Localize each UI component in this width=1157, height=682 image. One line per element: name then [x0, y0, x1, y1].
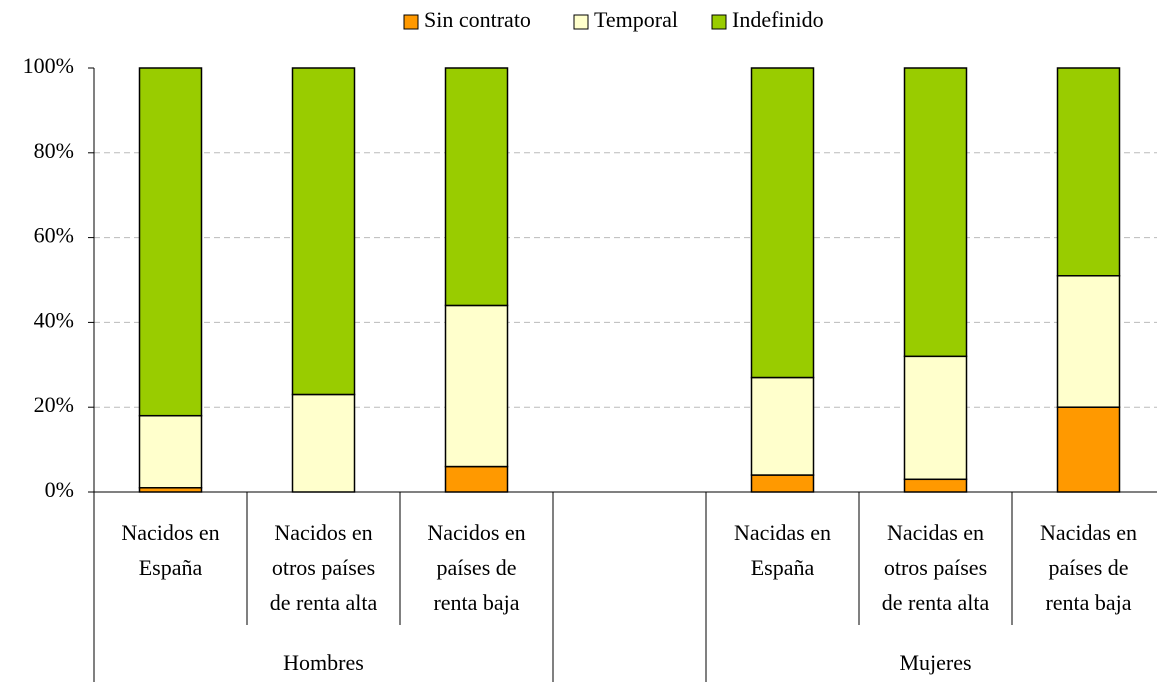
bar-segment [750, 474, 815, 493]
x-tick-label: Nacidos en [427, 520, 525, 545]
x-tick-label: España [751, 555, 815, 580]
x-tick-label: de renta alta [882, 590, 990, 615]
bar-segment [138, 67, 203, 417]
legend-label: Temporal [594, 7, 678, 32]
bar-segment [291, 67, 356, 396]
bar-segment [750, 376, 815, 476]
bar-segment [1056, 67, 1121, 277]
x-tick-label: otros países [272, 555, 375, 580]
bar-segment [444, 465, 509, 493]
x-tick-label: España [139, 555, 203, 580]
y-tick-label: 0% [45, 477, 74, 502]
legend-swatch [573, 14, 589, 30]
y-tick-label: 60% [34, 223, 74, 248]
x-tick-label: de renta alta [270, 590, 378, 615]
x-tick-label: Nacidos en [121, 520, 219, 545]
bar-segment [903, 355, 968, 481]
x-tick-label: Nacidas en [1040, 520, 1137, 545]
y-tick-label: 80% [34, 138, 74, 163]
x-tick-label: renta baja [1045, 590, 1131, 615]
x-tick-label: Nacidas en [887, 520, 984, 545]
x-tick-label: Nacidas en [734, 520, 831, 545]
legend-label: Sin contrato [424, 7, 531, 32]
bar-segment [1056, 275, 1121, 408]
bar-segment [444, 67, 509, 307]
legend-label: Indefinido [732, 7, 824, 32]
bar-segment [750, 67, 815, 379]
group-label: Hombres [283, 650, 364, 675]
x-tick-label: países de [436, 555, 516, 580]
bar-segment [1056, 406, 1121, 493]
group-label: Mujeres [899, 650, 971, 675]
bar-segment [138, 414, 203, 489]
x-tick-label: renta baja [433, 590, 519, 615]
y-tick-label: 20% [34, 392, 74, 417]
bar-segment [444, 304, 509, 468]
x-tick-label: otros países [884, 555, 987, 580]
legend-swatch [403, 14, 419, 30]
bar-segment [903, 478, 968, 493]
y-tick-label: 100% [23, 53, 74, 78]
legend-swatch [711, 14, 727, 30]
x-tick-label: Nacidos en [274, 520, 372, 545]
bar-segment [291, 393, 356, 493]
y-tick-label: 40% [34, 307, 74, 332]
bar-segment [903, 67, 968, 358]
x-tick-label: países de [1048, 555, 1128, 580]
